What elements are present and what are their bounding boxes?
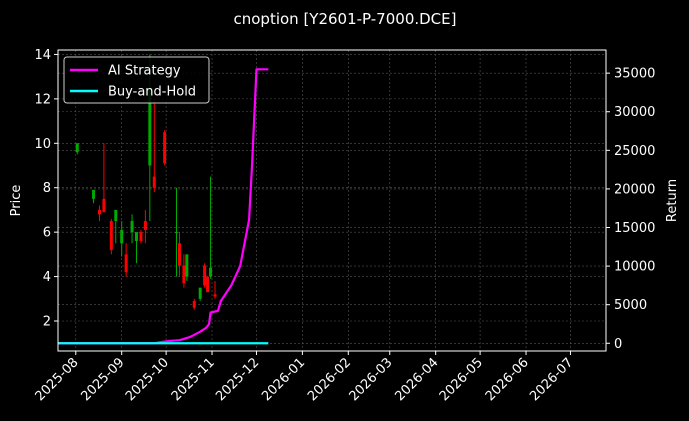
series-line-0: [58, 68, 269, 345]
candle-body: [185, 254, 189, 277]
candle-body: [152, 176, 156, 188]
y-tick-label: 4: [43, 270, 51, 285]
y2-axis-label: Return: [665, 179, 680, 222]
candle: [177, 232, 181, 277]
candle: [198, 287, 202, 302]
plot-frame: [57, 49, 607, 352]
candle-body: [97, 209, 101, 215]
candle: [206, 276, 210, 293]
y-tick-label: 6: [43, 226, 51, 241]
candle-body: [75, 143, 79, 153]
candle-body: [213, 294, 217, 297]
candle-body: [139, 232, 143, 242]
candle: [213, 281, 217, 299]
candle: [102, 143, 106, 213]
candle: [120, 221, 124, 257]
candle: [185, 254, 189, 282]
series-lines: [58, 68, 269, 345]
y2-tick-label: 30000: [614, 105, 655, 120]
candlesticks: [75, 54, 217, 310]
chart-title: cnoption [Y2601-P-7000.DCE]: [234, 10, 457, 28]
candle: [182, 254, 186, 288]
candle-body: [198, 287, 202, 299]
candle: [192, 298, 196, 310]
candle-body: [182, 265, 186, 284]
y2-tick-label: 5000: [614, 298, 647, 313]
candle: [163, 129, 167, 166]
candle-body: [130, 221, 134, 233]
y2-tick-label: 20000: [614, 182, 655, 197]
legend-label: Buy-and-Hold: [108, 85, 196, 100]
legend-label: AI Strategy: [108, 64, 181, 79]
candle-body: [109, 221, 113, 250]
y-tick-label: 12: [34, 92, 51, 107]
candle: [124, 243, 128, 277]
candle: [174, 187, 178, 277]
candle-body: [192, 301, 196, 308]
candle: [109, 218, 113, 255]
candle: [75, 143, 79, 155]
y2-tick-label: 25000: [614, 144, 655, 159]
y2-tick-label: 10000: [614, 260, 655, 275]
y2-tick-label: 35000: [614, 67, 655, 82]
y-tick-label: 8: [43, 181, 51, 196]
candle: [130, 214, 134, 244]
y2-tick-label: 0: [614, 337, 622, 352]
candle: [139, 229, 143, 244]
candle-body: [206, 276, 210, 293]
candle: [92, 189, 96, 204]
candle-body: [174, 232, 178, 234]
legend: AI Strategy Buy-and-Hold: [63, 56, 210, 104]
candle: [134, 232, 138, 264]
candle-body: [148, 87, 152, 166]
candle-body: [134, 232, 138, 242]
legend-frame: [63, 56, 210, 104]
candle: [209, 176, 213, 279]
candle-body: [209, 267, 213, 277]
candle-body: [124, 254, 128, 273]
candle-body: [120, 229, 124, 244]
y-tick-label: 2: [43, 315, 51, 330]
grid: [58, 50, 606, 351]
candle-body: [114, 209, 118, 222]
candle: [114, 209, 118, 244]
y-axis-label: Price: [9, 185, 24, 217]
candle: [203, 263, 207, 288]
y-tick-label: 14: [34, 48, 51, 63]
y2-tick-label: 15000: [614, 221, 655, 236]
candle: [152, 98, 156, 193]
candle-body: [203, 265, 207, 286]
candle-body: [92, 189, 96, 199]
candle-body: [143, 221, 147, 230]
candle-body: [177, 243, 181, 266]
y-tick-label: 10: [34, 137, 51, 152]
candle: [143, 209, 147, 244]
candle-body: [163, 132, 167, 164]
candle: [97, 205, 101, 222]
candle-body: [102, 198, 106, 213]
